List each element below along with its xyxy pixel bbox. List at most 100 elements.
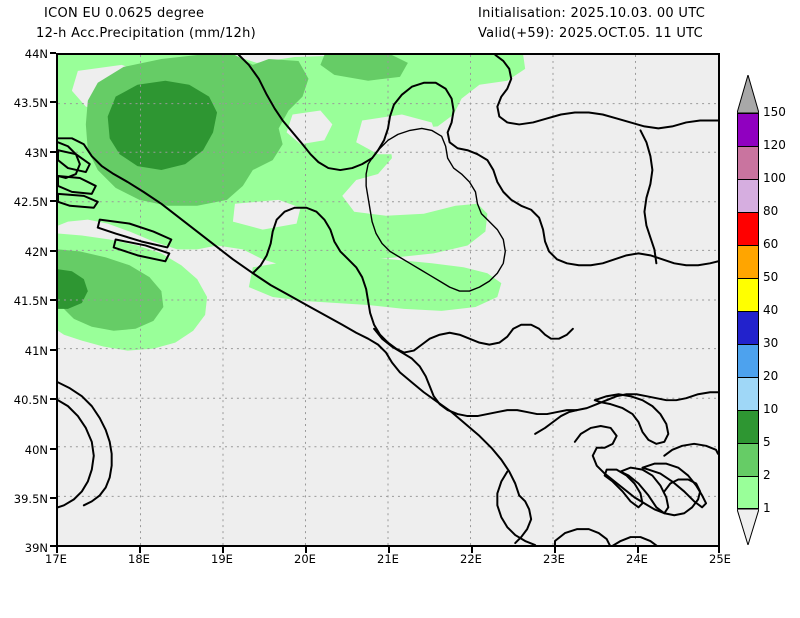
coastline-peloponnese <box>553 528 611 545</box>
colorbar-label-1: 1 <box>763 501 771 515</box>
y-tick-label-42.5n: 42.5N <box>13 195 48 209</box>
x-tick-mark <box>554 547 556 553</box>
x-tick-mark <box>637 547 639 553</box>
colorbar-label-50: 50 <box>763 270 779 284</box>
coastline-dalmatia <box>58 137 521 497</box>
y-tick-mark <box>50 101 56 103</box>
colorbar-band-50-60[interactable] <box>737 245 759 278</box>
colorbar-label-80: 80 <box>763 204 779 218</box>
border-serbia-north <box>476 153 718 267</box>
x-tick-label-24e: 24E <box>626 552 648 566</box>
coastline-greece-epirus <box>534 409 578 435</box>
border-macedonia-greece <box>373 327 578 418</box>
colorbar-band-20-30[interactable] <box>737 344 759 377</box>
y-tick-mark <box>50 52 56 54</box>
x-tick-label-22e: 22E <box>460 552 482 566</box>
precip-core-10mm-b <box>169 121 190 132</box>
colorbar-under-arrow <box>737 509 759 545</box>
x-tick-mark <box>305 547 307 553</box>
map-svg <box>58 55 718 545</box>
coastline-island-a <box>58 175 97 195</box>
colorbar-label-120: 120 <box>763 138 786 152</box>
precip-hole-northwest-e <box>232 199 301 230</box>
border-serbia-west <box>371 81 479 160</box>
model-title: ICON EU 0.0625 degree <box>44 6 205 21</box>
y-tick-label-43.5n: 43.5N <box>13 96 48 110</box>
x-tick-mark <box>388 547 390 553</box>
coastline-italy-heel <box>58 399 95 509</box>
colorbar-band-80-100[interactable] <box>737 179 759 212</box>
colorbar-band-2-5[interactable] <box>737 443 759 476</box>
colorbar-label-30: 30 <box>763 336 779 350</box>
y-tick-mark <box>50 349 56 351</box>
precip-area-1mm-central <box>248 257 502 311</box>
precipitation-shading <box>58 55 526 351</box>
border-croatia-north <box>237 55 374 172</box>
y-tick-label-40n: 40N <box>24 443 48 457</box>
y-tick-mark <box>50 151 56 153</box>
y-tick-label-40.5n: 40.5N <box>13 393 48 407</box>
y-tick-label-44n: 44N <box>24 47 48 61</box>
coastline-apulia <box>58 381 113 507</box>
y-tick-mark <box>50 448 56 450</box>
colorbar-over-arrow <box>737 75 759 113</box>
x-tick-mark <box>471 547 473 553</box>
y-tick-label-39n: 39N <box>24 541 48 555</box>
coastline-island-hvar <box>96 218 173 249</box>
colorbar-label-100: 100 <box>763 171 786 185</box>
colorbar-band-100-120[interactable] <box>737 146 759 179</box>
y-tick-mark <box>50 200 56 202</box>
precipitation-map-plot[interactable] <box>56 53 720 547</box>
coastline-chalkidiki-peninsula-a <box>641 462 708 509</box>
precip-area-2mm-north-strip <box>320 55 408 81</box>
colorbar-label-150: 150 <box>763 105 786 119</box>
colorbar-band-5-10[interactable] <box>737 410 759 443</box>
border-montenegro-south <box>387 323 574 354</box>
y-tick-label-43n: 43N <box>24 146 48 160</box>
coastline-chalkidiki-peninsula-c <box>603 468 644 509</box>
y-tick-mark <box>50 250 56 252</box>
precip-area-5mm-northwest <box>107 80 218 171</box>
initialisation-time: Initialisation: 2025.10.03. 00 UTC <box>478 6 706 21</box>
field-title: 12-h Acc.Precipitation (mm/12h) <box>36 26 257 41</box>
colorbar-label-10: 10 <box>763 402 779 416</box>
x-tick-label-19e: 19E <box>211 552 233 566</box>
colorbar-band-40-50[interactable] <box>737 278 759 311</box>
colorbar-label-60: 60 <box>763 237 779 251</box>
map-canvas <box>58 55 718 545</box>
border-danube <box>494 55 718 130</box>
border-bosnia-east <box>251 206 389 344</box>
colorbar-band-60-80[interactable] <box>737 212 759 245</box>
coastline-greece-west <box>514 494 533 545</box>
x-tick-label-17e: 17E <box>45 552 67 566</box>
x-tick-mark <box>56 547 58 553</box>
colorbar-band-120-150[interactable] <box>737 113 759 146</box>
x-tick-mark <box>718 547 720 553</box>
y-tick-mark <box>50 545 56 547</box>
x-tick-label-25e: 25E <box>709 552 731 566</box>
colorbar-band-30-40[interactable] <box>737 311 759 344</box>
y-tick-mark <box>50 299 56 301</box>
y-tick-label-41.5n: 41.5N <box>13 294 48 308</box>
colorbar-band-1-2[interactable] <box>737 476 759 509</box>
coastline-aegean-ne <box>593 393 670 445</box>
coastline-island-korcula <box>112 238 171 263</box>
y-tick-mark <box>50 398 56 400</box>
valid-time: Valid(+59): 2025.OCT.05. 11 UTC <box>478 26 704 41</box>
coastline-thrace <box>663 442 718 457</box>
y-tick-label-42n: 42N <box>24 245 48 259</box>
colorbar-label-5: 5 <box>763 435 771 449</box>
y-tick-label-39.5n: 39.5N <box>13 492 48 506</box>
y-tick-mark <box>50 497 56 499</box>
coastline-istria <box>58 141 81 179</box>
coastlines-and-borders <box>58 55 718 545</box>
colorbar-band-10-20[interactable] <box>737 377 759 410</box>
precip-area-5mm-southwest <box>58 269 88 309</box>
coastline-albania-south <box>496 470 537 545</box>
border-kosovo <box>365 127 506 292</box>
colorbar-label-20: 20 <box>763 369 779 383</box>
x-tick-mark <box>139 547 141 553</box>
coastline-island-b <box>58 192 99 209</box>
x-tick-label-20e: 20E <box>294 552 316 566</box>
